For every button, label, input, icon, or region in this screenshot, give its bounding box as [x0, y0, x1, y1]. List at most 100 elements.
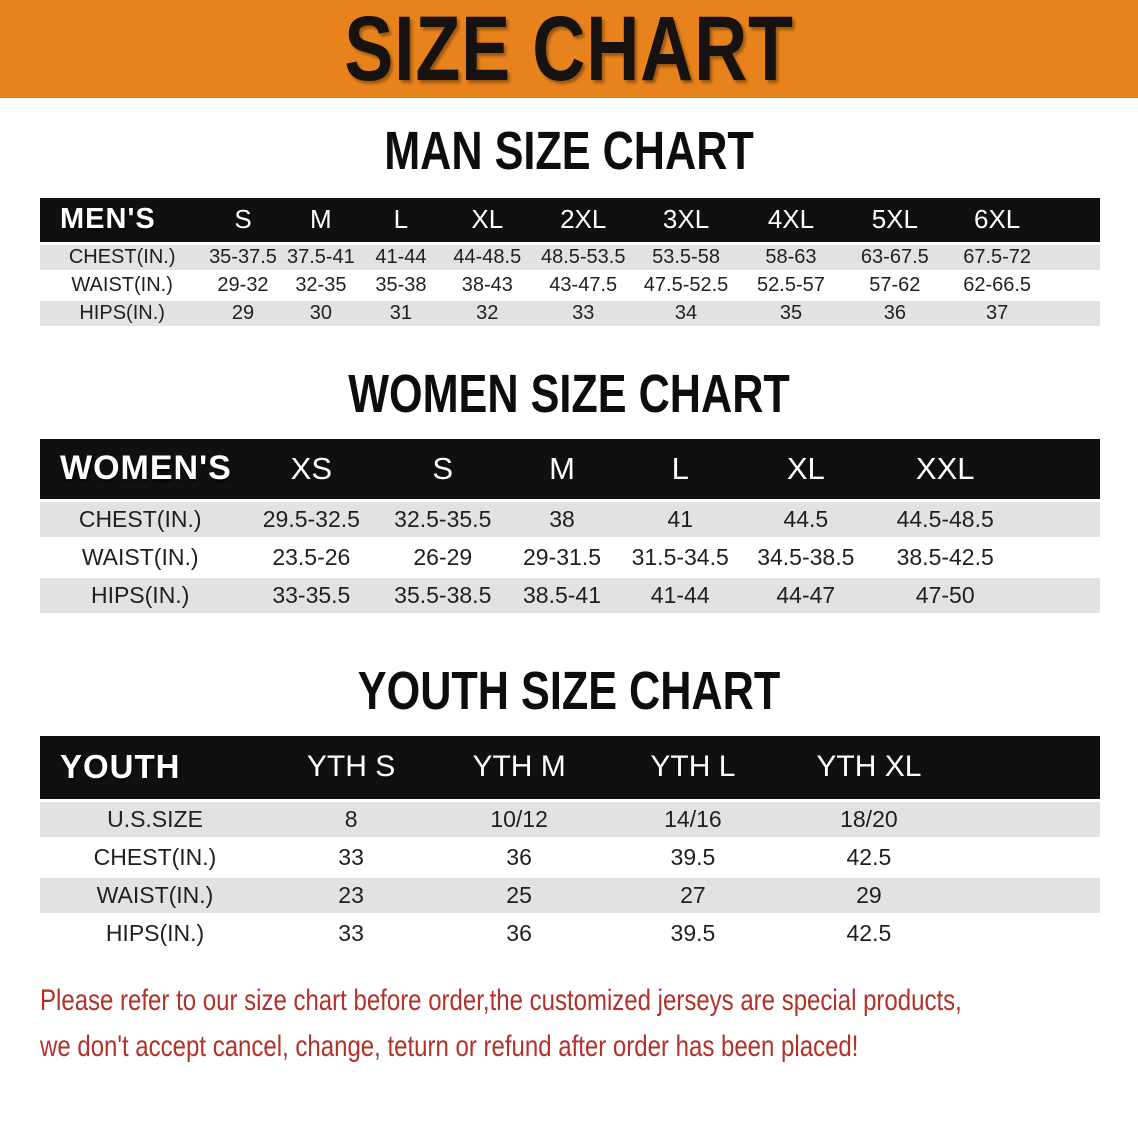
filler-cell	[957, 836, 1100, 878]
size-value-cell: 8	[270, 798, 433, 840]
filler-cell	[1018, 575, 1100, 616]
size-value-cell: 18/20	[779, 798, 958, 840]
size-value-cell: 33	[270, 836, 433, 878]
size-value-cell: 44.5	[739, 499, 873, 540]
size-value-cell: 37.5-41	[281, 241, 361, 273]
filler-cell	[1048, 269, 1100, 301]
section-heading-men-text: MAN SIZE CHART	[384, 121, 754, 181]
men-size-table: MEN'S S M L XL 2XL 3XL 4XL 5XL 6XL CHEST(IN.) 35-37…	[40, 198, 1100, 329]
youth-size-table: YOUTH YTH S YTH M YTH L YTH XL U.S.SIZE 8 10/12…	[40, 736, 1100, 954]
column-header: YTH L	[606, 736, 780, 800]
banner: SIZE CHART	[0, 0, 1138, 98]
row-label: HIPS(IN.)	[40, 297, 205, 329]
filler-cell	[1048, 241, 1100, 273]
size-value-cell: 42.5	[779, 912, 958, 954]
column-header: 4XL	[738, 198, 844, 243]
size-value-cell: 37	[946, 297, 1048, 329]
size-value-cell: 35	[738, 297, 844, 329]
size-value-cell: 42.5	[779, 836, 958, 878]
size-value-cell: 32	[441, 297, 533, 329]
section-heading-women: WOMEN SIZE CHART	[0, 367, 1138, 421]
table-group-label: MEN'S	[40, 198, 205, 243]
filler-cell	[1048, 198, 1100, 243]
section-youth: YOUTH SIZE CHART YOUTH YTH S YTH M YTH L YTH…	[0, 664, 1138, 954]
size-value-cell: 29.5-32.5	[240, 499, 383, 540]
size-value-cell: 23.5-26	[240, 537, 383, 578]
column-header: YTH M	[432, 736, 607, 800]
size-value-cell: 34	[633, 297, 739, 329]
size-value-cell: 27	[606, 874, 780, 916]
column-header: 6XL	[946, 198, 1048, 243]
size-value-cell: 62-66.5	[946, 269, 1048, 301]
size-value-cell: 52.5-57	[738, 269, 844, 301]
table-row: HIPS(IN.) 29 30 31 32 33 34 35 36 37	[40, 297, 1100, 329]
table-header-row: MEN'S S M L XL 2XL 3XL 4XL 5XL 6XL	[40, 198, 1100, 243]
row-label: CHEST(IN.)	[40, 499, 241, 540]
size-value-cell: 30	[281, 297, 361, 329]
table-row: CHEST(IN.) 29.5-32.5 32.5-35.5 38 41 44.5 44.5…	[40, 499, 1100, 540]
size-value-cell: 34.5-38.5	[739, 537, 873, 578]
section-heading-men: MAN SIZE CHART	[0, 124, 1138, 178]
table-row: HIPS(IN.) 33 36 39.5 42.5	[40, 912, 1100, 954]
size-value-cell: 38.5-42.5	[872, 537, 1019, 578]
filler-cell	[957, 874, 1100, 916]
table-row: CHEST(IN.) 35-37.5 37.5-41 41-44 44-48.5 48.5…	[40, 241, 1100, 273]
size-value-cell: 14/16	[606, 798, 780, 840]
size-value-cell: 58-63	[738, 241, 844, 273]
size-value-cell: 29	[204, 297, 282, 329]
size-value-cell: 41-44	[620, 575, 740, 616]
size-value-cell: 39.5	[606, 836, 780, 878]
table-header-row: YOUTH YTH S YTH M YTH L YTH XL	[40, 736, 1100, 800]
size-value-cell: 48.5-53.5	[532, 241, 634, 273]
row-label: U.S.SIZE	[40, 798, 271, 840]
table-row: HIPS(IN.) 33-35.5 35.5-38.5 38.5-41 41-44 44-…	[40, 575, 1100, 616]
size-value-cell: 23	[270, 874, 433, 916]
size-value-cell: 33	[532, 297, 634, 329]
filler-cell	[1018, 537, 1100, 578]
table-row: WAIST(IN.) 23 25 27 29	[40, 874, 1100, 916]
filler-cell	[957, 798, 1100, 840]
size-value-cell: 67.5-72	[946, 241, 1048, 273]
table-group-label: WOMEN'S	[40, 438, 241, 501]
column-header: S	[204, 198, 282, 243]
section-heading-women-text: WOMEN SIZE CHART	[348, 363, 790, 424]
disclaimer: Please refer to our size chart before or…	[40, 978, 1138, 1070]
size-value-cell: 39.5	[606, 912, 780, 954]
column-header: XS	[240, 438, 383, 501]
filler-cell	[957, 912, 1100, 954]
section-men: MAN SIZE CHART MEN'S S M L XL 2XL 3XL 4XL 5XL 6XL…	[0, 124, 1138, 329]
size-value-cell: 41-44	[360, 241, 442, 273]
table-row: WAIST(IN.) 29-32 32-35 35-38 38-43 43-47.5 47.…	[40, 269, 1100, 301]
column-header: S	[382, 438, 504, 501]
column-header: XL	[739, 438, 873, 501]
size-value-cell: 33	[270, 912, 433, 954]
size-value-cell: 31	[360, 297, 442, 329]
column-header: YTH S	[270, 736, 433, 800]
size-value-cell: 35-37.5	[204, 241, 282, 273]
filler-cell	[1018, 438, 1100, 501]
size-value-cell: 29-32	[204, 269, 282, 301]
size-value-cell: 38-43	[441, 269, 533, 301]
column-header: L	[360, 198, 442, 243]
disclaimer-line-1: Please refer to our size chart before or…	[40, 983, 962, 1017]
column-header: L	[620, 438, 740, 501]
filler-cell	[1018, 499, 1100, 540]
row-label: WAIST(IN.)	[40, 874, 271, 916]
column-header: M	[503, 438, 621, 501]
size-value-cell: 57-62	[843, 269, 947, 301]
size-value-cell: 44-47	[739, 575, 873, 616]
column-header: XL	[441, 198, 533, 243]
row-label: WAIST(IN.)	[40, 269, 205, 301]
section-heading-youth: YOUTH SIZE CHART	[0, 664, 1138, 718]
size-value-cell: 44-48.5	[441, 241, 533, 273]
size-value-cell: 38	[503, 499, 621, 540]
row-label: CHEST(IN.)	[40, 241, 205, 273]
column-header: 3XL	[633, 198, 739, 243]
size-value-cell: 53.5-58	[633, 241, 739, 273]
row-label: CHEST(IN.)	[40, 836, 271, 878]
table-group-label: YOUTH	[40, 736, 271, 800]
banner-title: SIZE CHART	[344, 0, 794, 100]
size-value-cell: 25	[432, 874, 607, 916]
filler-cell	[1048, 297, 1100, 329]
